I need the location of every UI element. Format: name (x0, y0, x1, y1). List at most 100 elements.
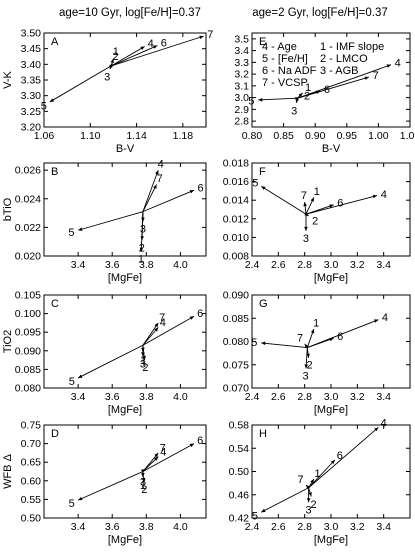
x-tick-label-g: 3.4 (376, 391, 391, 403)
y-tick-label-b: 0.020 (15, 251, 41, 263)
x-tick-label-e: 1.05 (400, 130, 415, 142)
vector-arrowhead-d-2 (141, 477, 146, 482)
plot-frame-f (251, 162, 411, 257)
x-axis-label-a: B-V (116, 143, 135, 155)
point-label-e-2: 2 (304, 90, 310, 102)
plot-frame-a (43, 32, 207, 128)
vector-line-f-4 (305, 195, 378, 215)
vector-arrowhead-b-1 (139, 247, 144, 252)
y-tick-label-e: 3.0 (234, 92, 249, 104)
column-title-left: age=10 Gyr, log[Fe/H]=0.37 (59, 7, 201, 19)
point-label-g-4: 4 (382, 312, 388, 324)
point-label-e-7: 7 (373, 70, 379, 82)
y-tick-label-e: 3.1 (234, 80, 249, 92)
y-tick-label-a: 3.25 (21, 106, 42, 118)
vector-arrowhead-c-2 (142, 355, 146, 361)
y-axis-label-c: TiO2 (2, 330, 14, 353)
vector-arrowhead-h-3 (306, 498, 311, 503)
x-tick-label-b: 4.0 (173, 259, 188, 271)
point-label-a-7: 7 (207, 29, 213, 41)
point-label-b-2: 2 (139, 242, 145, 254)
y-tick-label-e: 2.9 (234, 104, 249, 116)
vector-arrowhead-g-6 (329, 337, 334, 342)
y-tick-label-h: 0.50 (229, 466, 250, 478)
plot-frame-d (43, 424, 207, 519)
vector-arrowhead-h-5 (261, 508, 266, 513)
vector-line-b-5 (77, 211, 144, 231)
point-label-h-3: 3 (306, 504, 312, 516)
x-tick-label-g: 2.8 (297, 391, 312, 403)
vector-line-b-6 (142, 189, 195, 213)
y-tick-label-b: 0.024 (15, 193, 41, 205)
y-tick-label-c: 0.085 (15, 364, 41, 376)
vector-line-d-7 (142, 452, 159, 472)
panel-h: 2.4 2.6 2.8 3.0 3.2 3.4 0.42 0.46 0.50 0.54 0.58 H [… (229, 418, 411, 546)
panel-letter-f: F (259, 166, 266, 178)
point-label-a-3: 3 (104, 72, 110, 84)
vector-arrowhead-c-4 (154, 327, 159, 332)
panel-a: 1.06 1.10 1.14 1.18 3.20 3.25 3.30 3.35 3.40 3.45… (2, 28, 213, 156)
y-tick-label-c: 0.090 (15, 345, 41, 357)
plot-frame-g (251, 294, 411, 389)
panel-c: 3.4 3.6 3.8 4.0 0.080 0.085 0.090 0.095 0.100 0.1… (2, 290, 207, 416)
y-tick-label-h: 0.42 (229, 513, 250, 525)
panel-g: 2.4 2.6 2.8 3.0 3.2 3.4 0.070 0.075 0.080 0.085 0.… (223, 290, 411, 416)
y-tick-label-f: 0.018 (223, 158, 249, 170)
legend-item-age: 4 - Age (262, 41, 297, 53)
vector-line-a-5 (49, 65, 112, 103)
y-tick-label-e: 3.4 (234, 45, 249, 57)
x-tick-label-f: 2.4 (245, 259, 260, 271)
vector-arrowhead-d-5 (78, 496, 83, 501)
vector-line-a-7 (110, 35, 204, 67)
vector-arrowhead-f-3 (304, 226, 308, 231)
y-tick-label-f: 0.012 (223, 213, 249, 225)
x-tick-label-d: 4.0 (173, 521, 188, 533)
vector-arrowhead-b-6 (189, 190, 195, 194)
vector-arrowhead-f-7 (303, 202, 307, 207)
y-tick-label-d: 0.60 (21, 475, 42, 487)
y-tick-label-d: 0.70 (21, 438, 42, 450)
x-tick-label-f: 2.6 (271, 259, 286, 271)
y-tick-label-c: 0.095 (15, 327, 41, 339)
vector-arrowhead-b-5 (78, 227, 83, 231)
y-tick-label-f: 0.010 (223, 232, 249, 244)
y-tick-label-f: 0.016 (223, 176, 249, 188)
y-tick-label-a: 3.30 (21, 90, 42, 102)
x-tick-label-h: 3.2 (350, 521, 365, 533)
point-label-b-6: 6 (197, 182, 203, 194)
vector-arrowhead-g-4 (374, 319, 379, 323)
vector-arrowhead-e-3 (295, 98, 300, 103)
y-axis-label-d: WFB Δ (2, 453, 14, 488)
legend-item-agb: 3 - AGB (320, 65, 359, 77)
vector-arrowhead-g-7 (304, 343, 309, 349)
y-tick-label-d: 0.75 (21, 420, 42, 432)
point-label-f-2: 2 (312, 216, 318, 228)
point-label-f-3: 3 (303, 233, 309, 245)
point-label-h-2: 2 (311, 499, 317, 511)
panel-letter-g: G (259, 298, 268, 310)
x-tick-label-g: 3.2 (350, 391, 365, 403)
vector-arrowhead-a-7 (199, 35, 204, 40)
y-axis-label-a: V-K (2, 70, 14, 88)
vector-arrowhead-f-6 (329, 204, 334, 208)
vector-arrowhead-c-6 (189, 316, 195, 320)
x-tick-label-c: 3.8 (139, 391, 154, 403)
vector-line-e-5 (258, 97, 298, 101)
point-label-e-6: 6 (324, 84, 330, 96)
vector-arrowhead-f-4 (372, 194, 378, 199)
y-tick-label-h: 0.54 (229, 443, 250, 455)
vector-line-b-4 (142, 169, 159, 212)
y-tick-label-c: 0.100 (15, 308, 41, 320)
x-tick-label-f: 3.0 (324, 259, 339, 271)
x-tick-label-f: 3.2 (350, 259, 365, 271)
vector-arrowhead-g-3 (304, 364, 309, 369)
point-label-d-6: 6 (197, 435, 203, 447)
point-label-h-7: 7 (298, 474, 304, 486)
point-label-e-3: 3 (291, 106, 297, 118)
vector-line-d-6 (142, 443, 195, 472)
y-tick-label-d: 0.65 (21, 457, 42, 469)
plot-frame-b (43, 162, 207, 257)
panels: 1.06 1.10 1.14 1.183.203.253.303.353.403.45… (2, 28, 415, 547)
x-axis-label-c: [MgFe] (108, 404, 142, 416)
vector-arrowhead-f-1 (310, 197, 314, 202)
